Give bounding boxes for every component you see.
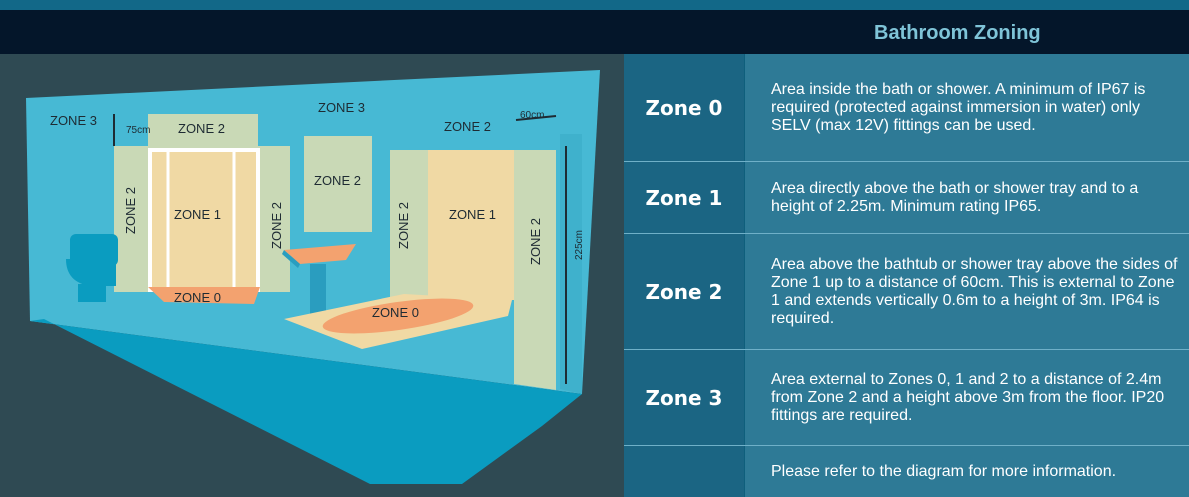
basin-bowl [284,244,356,264]
label-zone3-left: ZONE 3 [50,113,97,128]
zone-description: Area inside the bath or shower. A minimu… [771,80,1146,134]
table-row: Zone 1 Area directly above the bath or s… [624,162,1189,233]
table-row: Zone 2 Area above the bathtub or shower … [624,234,1189,349]
bath-zone2-left [390,150,430,300]
description-cell: Area above the bathtub or shower tray ab… [745,234,1189,349]
label-zone0-bath: ZONE 0 [372,305,419,320]
zone-table: Zone 0 Area inside the bath or shower. A… [624,54,1189,497]
toilet-cistern [70,234,118,266]
label-zone2-top-left: ZONE 2 [178,121,225,136]
shower-tray-zone0 [148,287,260,304]
label-zone2-vert-bath-left: ZONE 2 [396,202,411,249]
dim-60-marker [515,115,557,121]
footer-cell: Please refer to the diagram for more inf… [745,446,1189,497]
right-wall [560,134,582,394]
page-title: Bathroom Zoning [874,22,1041,44]
description-cell: Area external to Zones 0, 1 and 2 to a d… [745,350,1189,445]
zone-cell: Zone 3 [624,350,744,445]
floor-area [30,319,582,484]
zone-label: Zone 0 [645,95,723,120]
diagram-svg: ZONE 3 75cm ZONE 2 ZONE 3 ZONE 2 60cm ZO… [26,70,600,484]
label-dim-60: 60cm [520,110,544,121]
top-accent-bar [0,0,1189,10]
basin-zone2 [304,136,372,232]
zone-label: Zone 1 [645,185,723,210]
zone-description: Area directly above the bath or shower t… [771,179,1139,215]
label-zone2-vert-mid: ZONE 2 [269,202,284,249]
row-divider [624,445,1189,446]
zone-cell: Zone 2 [624,234,744,349]
description-cell: Area directly above the bath or shower t… [745,162,1189,233]
zone-label: Zone 2 [645,279,723,304]
table-row: Zone 0 Area inside the bath or shower. A… [624,54,1189,161]
shower-zone2-top [148,114,258,150]
label-dim-225: 225cm [574,230,585,260]
label-zone2-top-right: ZONE 2 [444,119,491,134]
toilet-bowl [66,259,116,286]
footer-note: Please refer to the diagram for more inf… [771,462,1117,480]
label-zone1-shower: ZONE 1 [174,207,221,222]
zone-description: Area above the bathtub or shower tray ab… [771,255,1178,327]
label-zone2-vert-bath-right: ZONE 2 [528,218,543,265]
zone-cell: Zone 0 [624,54,744,161]
header-bar [0,10,1189,54]
label-zone1-bath: ZONE 1 [449,207,496,222]
row-divider [624,349,1189,350]
bath-zone1 [428,150,516,300]
table-footer-row: Please refer to the diagram for more inf… [624,446,1189,497]
zone-cell-empty [624,446,744,497]
bath-zone2-right [514,150,556,390]
row-divider [624,233,1189,234]
label-dim-75: 75cm [126,125,150,136]
zone-description: Area external to Zones 0, 1 and 2 to a d… [771,370,1165,424]
row-divider [624,161,1189,162]
basin-pedestal [310,264,326,316]
zone-label: Zone 3 [645,385,723,410]
bath-zone0 [322,298,474,334]
label-zone0-shower: ZONE 0 [174,290,221,305]
label-zone2-basin: ZONE 2 [314,173,361,188]
bathroom-zone-diagram: ZONE 3 75cm ZONE 2 ZONE 3 ZONE 2 60cm ZO… [0,54,624,497]
zone-cell: Zone 1 [624,162,744,233]
label-zone2-vert-left: ZONE 2 [123,187,138,234]
label-zone3-center: ZONE 3 [318,100,365,115]
description-cell: Area inside the bath or shower. A minimu… [745,54,1189,161]
table-row: Zone 3 Area external to Zones 0, 1 and 2… [624,350,1189,445]
